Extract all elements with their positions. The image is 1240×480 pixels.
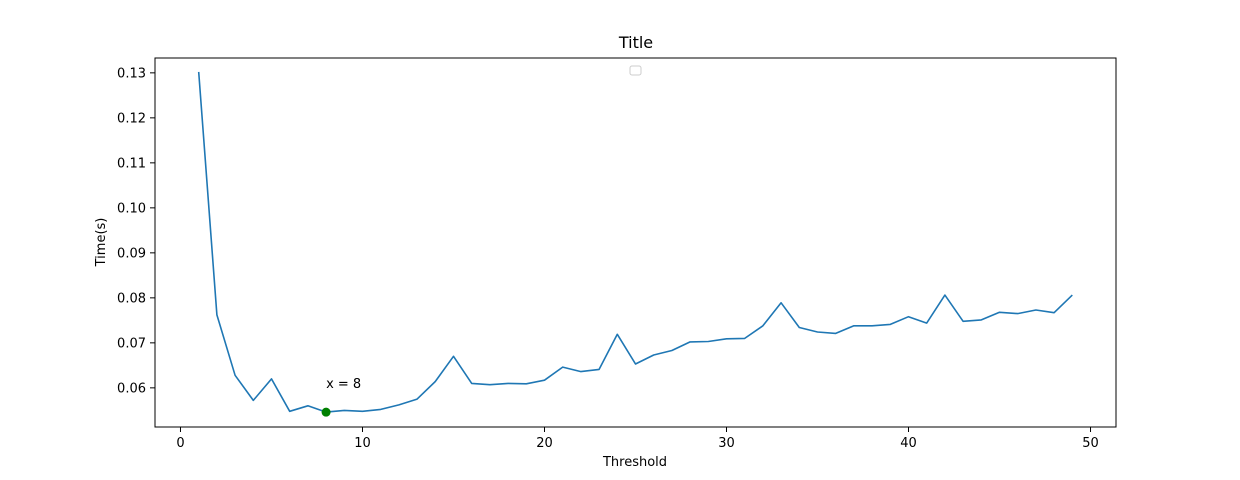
y-tick-label: 0.07 (117, 336, 146, 351)
y-tick-label: 0.13 (117, 66, 146, 81)
y-tick-label: 0.06 (117, 381, 146, 396)
y-axis: 0.06 0.07 0.08 0.09 0.10 0.11 0.12 0.13 (117, 66, 155, 396)
series-line (197, 71, 1073, 413)
y-tick-label: 0.12 (117, 111, 146, 126)
y-tick-label: 0.08 (117, 291, 146, 306)
y-tick-label: 0.11 (117, 156, 146, 171)
chart-title: Title (618, 33, 653, 52)
x-axis: 0 10 20 30 40 50 (176, 427, 1099, 451)
y-tick-label: 0.09 (117, 246, 146, 261)
x-tick-label: 0 (176, 436, 184, 451)
highlight-annotation: x = 8 (326, 377, 361, 392)
legend (629, 65, 642, 76)
x-tick-label: 20 (536, 436, 553, 451)
legend-box (629, 65, 642, 76)
plot-area-frame (154, 57, 1117, 428)
x-tick-label: 10 (354, 436, 371, 451)
x-axis-label: Threshold (602, 455, 667, 470)
x-tick-label: 50 (1082, 436, 1099, 451)
y-axis-label: Time(s) (94, 218, 109, 268)
x-tick-label: 40 (900, 436, 917, 451)
x-tick-label: 30 (718, 436, 735, 451)
highlight-point (321, 407, 331, 417)
y-tick-label: 0.10 (117, 201, 146, 216)
